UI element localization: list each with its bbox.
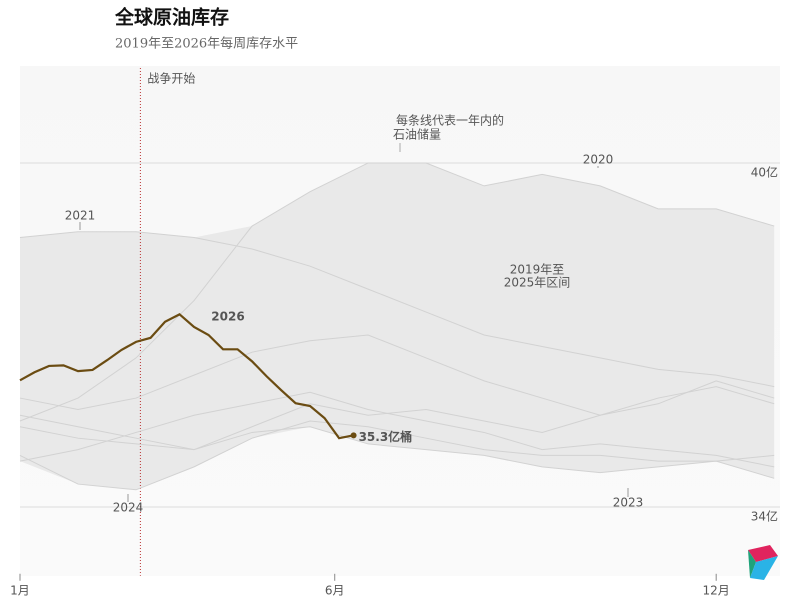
year-line — [19, 420, 775, 491]
highlight-line — [19, 313, 354, 440]
year-line — [19, 386, 775, 451]
year-line — [19, 391, 775, 468]
series-label: 2021 — [65, 209, 96, 223]
annotation: 战争开始 — [147, 72, 195, 86]
x-tick-label: 1月 — [10, 583, 30, 597]
series-label: 2026 — [211, 310, 244, 324]
logo — [748, 545, 778, 580]
annotation: 2025年区间 — [504, 276, 571, 290]
year-line — [19, 231, 775, 388]
year-line — [19, 162, 775, 422]
range-band — [20, 162, 775, 490]
year-line — [19, 414, 775, 479]
year-line — [19, 334, 775, 416]
x-tick-label: 12月 — [703, 583, 730, 597]
annotation: 每条线代表一年内的 — [396, 113, 504, 128]
end-point — [350, 432, 357, 439]
series-label: 2023 — [613, 496, 644, 510]
value-label: 35.3亿桶 — [359, 429, 413, 444]
series-label: 2020 — [583, 153, 614, 167]
annotation: 2019年至 — [510, 263, 565, 277]
x-tick-label: 6月 — [325, 583, 345, 597]
y-tick-label: 34亿 — [751, 508, 778, 523]
chart-title: 全球原油库存 — [114, 6, 229, 29]
chart-subtitle: 2019年至2026年每周库存水平 — [115, 36, 298, 52]
annotation: 石油储量 — [393, 127, 441, 142]
y-tick-label: 40亿 — [751, 164, 778, 179]
series-label: 2024 — [113, 501, 144, 515]
